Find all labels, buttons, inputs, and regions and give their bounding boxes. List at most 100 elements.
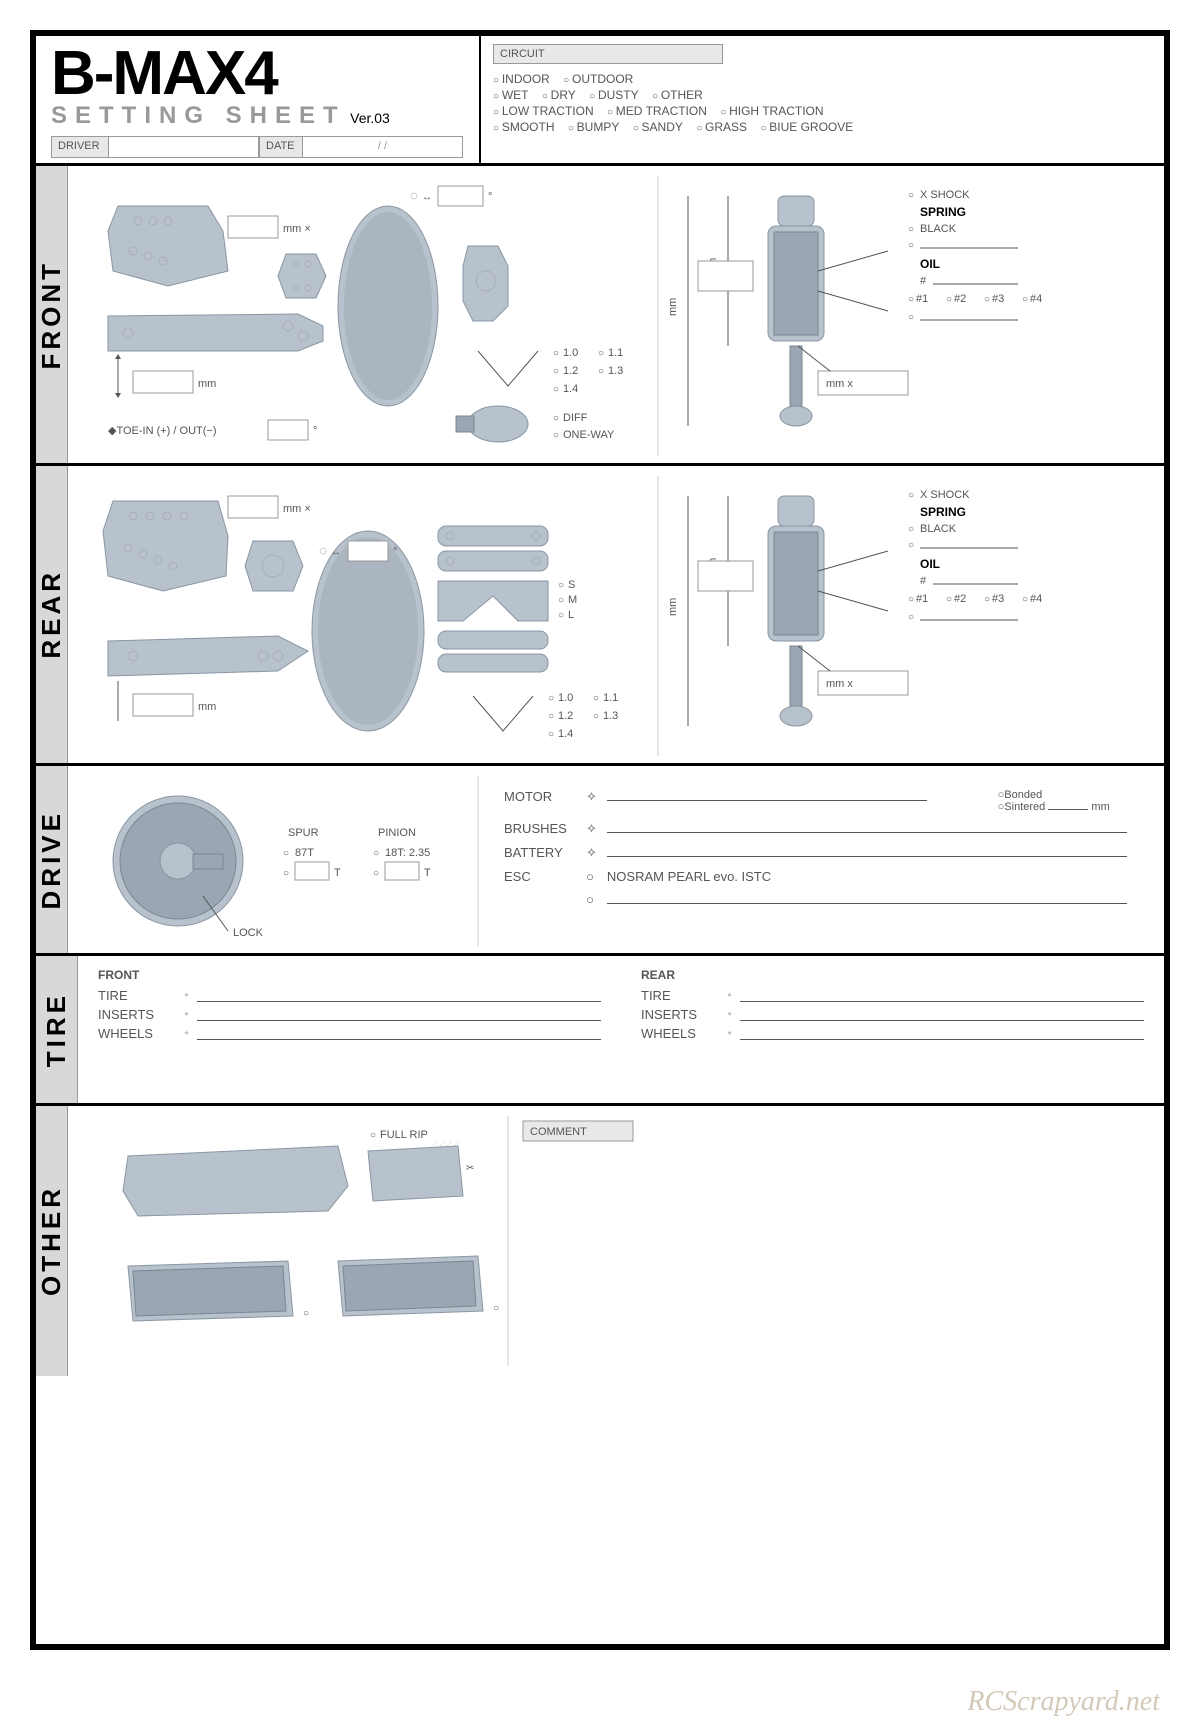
svg-text:FULL RIP: FULL RIP: [380, 1129, 428, 1141]
opt-dry[interactable]: DRY: [542, 88, 576, 102]
svg-text:○: ○: [373, 868, 379, 879]
svg-text:○: ○: [908, 594, 914, 605]
svg-text:○: ○: [548, 711, 554, 722]
rear-label: REAR: [36, 466, 68, 763]
svg-text:○: ○: [558, 595, 564, 606]
tire-rear-col: REAR TIRE✧ INSERTS✧ WHEELS✧: [641, 968, 1144, 1091]
svg-text:#: #: [920, 575, 927, 587]
svg-text:1.3: 1.3: [603, 710, 618, 722]
opt-grass[interactable]: GRASS: [696, 120, 747, 134]
front-wheels-input[interactable]: [197, 1026, 601, 1040]
motor-input[interactable]: [607, 800, 927, 801]
svg-text:○: ○: [908, 490, 914, 501]
section-drive: DRIVE LOCK SPUR ○87T ○T PINION ○18T: 2.3…: [36, 766, 1164, 956]
date-label: DATE: [259, 136, 303, 158]
svg-text:OIL: OIL: [920, 557, 940, 571]
svg-text:#1: #1: [916, 293, 928, 305]
svg-text:○: ○: [553, 430, 559, 441]
svg-text:1.0: 1.0: [563, 347, 578, 359]
svg-text:18T: 2.35: 18T: 2.35: [385, 847, 430, 859]
circuit-row-4: SMOOTH BUMPY SANDY GRASS BIUE GROOVE: [493, 120, 1152, 134]
opt-smooth[interactable]: SMOOTH: [493, 120, 555, 134]
svg-text:SPUR: SPUR: [288, 827, 319, 839]
brushes-input[interactable]: [607, 832, 1127, 833]
front-inserts-input[interactable]: [197, 1007, 601, 1021]
circuit-row-3: LOW TRACTION MED TRACTION HIGH TRACTION: [493, 104, 1152, 118]
battery-label: BATTERY: [500, 842, 580, 864]
battery-input[interactable]: [607, 856, 1127, 857]
svg-text:○: ○: [908, 312, 914, 323]
svg-text:○: ○: [984, 594, 990, 605]
section-tire: TIRE FRONT TIRE✧ INSERTS✧ WHEELS✧ REAR T…: [36, 956, 1164, 1106]
rear-wheels-input[interactable]: [740, 1026, 1144, 1040]
front-tire-input[interactable]: [197, 988, 601, 1002]
opt-outdoor[interactable]: OUTDOOR: [563, 72, 633, 86]
svg-text:SPRING: SPRING: [920, 205, 966, 219]
tire-front-hdr: FRONT: [98, 968, 601, 982]
svg-text:1.3: 1.3: [608, 365, 623, 377]
svg-text:1.2: 1.2: [563, 365, 578, 377]
svg-text:○: ○: [598, 348, 604, 359]
svg-text:✂: ✂: [466, 1163, 474, 1174]
svg-text:BLACK: BLACK: [920, 523, 957, 535]
opt-hitrac[interactable]: HIGH TRACTION: [720, 104, 823, 118]
opt-indoor[interactable]: INDOOR: [493, 72, 550, 86]
svg-text:↔: ↔: [422, 192, 432, 203]
version: Ver.03: [350, 110, 390, 126]
section-other: OTHER ○FULL RIP ✂ ○ ○ COMMENT: [36, 1106, 1164, 1376]
esc-input[interactable]: [607, 903, 1127, 904]
svg-text:○: ○: [593, 711, 599, 722]
svg-text:○: ○: [908, 240, 914, 251]
circuit-row-1: INDOOR OUTDOOR: [493, 72, 1152, 86]
opt-wet[interactable]: WET: [493, 88, 529, 102]
circuit-title: CIRCUIT: [493, 44, 723, 64]
svg-text:○: ○: [598, 366, 604, 377]
svg-text:S: S: [568, 579, 575, 591]
svg-text:mm: mm: [667, 297, 679, 315]
svg-text:○: ○: [553, 384, 559, 395]
svg-text:1.2: 1.2: [558, 710, 573, 722]
svg-text:OIL: OIL: [920, 257, 940, 271]
svg-text:○: ○: [553, 413, 559, 424]
drive-label: DRIVE: [36, 766, 68, 953]
opt-sandy[interactable]: SANDY: [633, 120, 683, 134]
opt-other[interactable]: OTHER: [652, 88, 703, 102]
svg-text:○: ○: [1022, 294, 1028, 305]
svg-text:○: ○: [553, 366, 559, 377]
opt-dusty[interactable]: DUSTY: [589, 88, 639, 102]
svg-text:#2: #2: [954, 593, 966, 605]
circuit-row-2: WET DRY DUSTY OTHER: [493, 88, 1152, 102]
svg-text:○: ○: [984, 294, 990, 305]
tire-label: TIRE: [36, 956, 78, 1103]
svg-text:L: L: [568, 609, 574, 621]
driver-label: DRIVER: [51, 136, 109, 158]
opt-medtrac[interactable]: MED TRACTION: [607, 104, 707, 118]
product-title: B-MAX4: [51, 46, 464, 102]
svg-text:mm ×: mm ×: [283, 223, 311, 235]
svg-text:○: ○: [558, 610, 564, 621]
svg-text:○: ○: [908, 612, 914, 623]
date-input[interactable]: / /: [303, 136, 463, 158]
svg-text:○: ○: [908, 190, 914, 201]
svg-text:mm: mm: [198, 701, 216, 713]
opt-bumpy[interactable]: BUMPY: [568, 120, 620, 134]
svg-text:○: ○: [946, 594, 952, 605]
svg-text:#1: #1: [916, 593, 928, 605]
svg-text:#4: #4: [1030, 593, 1042, 605]
opt-bluegroove[interactable]: BIUE GROOVE: [760, 120, 853, 134]
setup-sheet-page: B-MAX4 SETTING SHEET Ver.03 DRIVER DATE …: [30, 30, 1170, 1650]
svg-text:○: ○: [370, 1130, 376, 1141]
svg-text:○: ○: [908, 294, 914, 305]
rear-tire-input[interactable]: [740, 988, 1144, 1002]
svg-text:#3: #3: [992, 593, 1004, 605]
opt-lowtrac[interactable]: LOW TRACTION: [493, 104, 594, 118]
driver-input[interactable]: [109, 136, 259, 158]
svg-text:°: °: [488, 191, 492, 203]
svg-text:mm: mm: [198, 378, 216, 390]
rear-inserts-input[interactable]: [740, 1007, 1144, 1021]
logo-block: B-MAX4 SETTING SHEET Ver.03 DRIVER DATE …: [36, 36, 481, 163]
svg-text:○: ○: [548, 693, 554, 704]
svg-text:○: ○: [553, 348, 559, 359]
svg-text:X SHOCK: X SHOCK: [920, 489, 970, 501]
svg-text:#2: #2: [954, 293, 966, 305]
